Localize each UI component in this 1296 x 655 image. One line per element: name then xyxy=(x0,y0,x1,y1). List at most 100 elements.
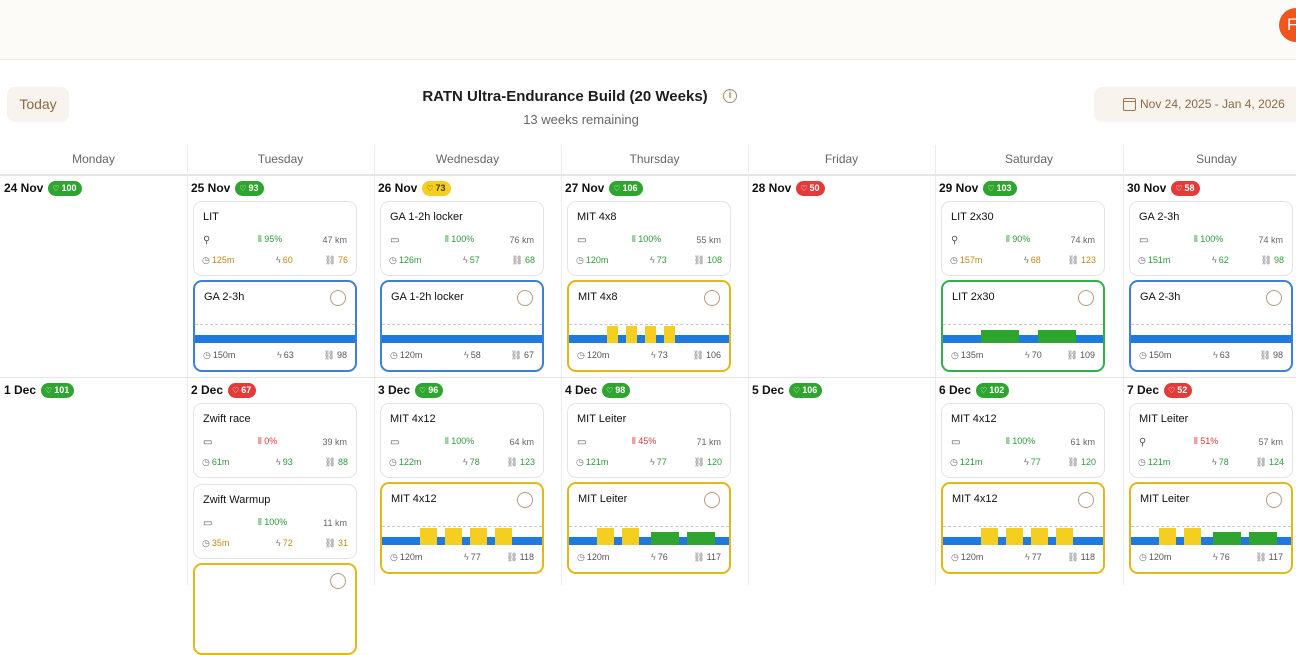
target-line xyxy=(382,526,542,527)
activity-card[interactable]: GA 2-3h ▭ ⫴ 100% 74 km ◷ 151m ϟ 62 ⛓ 98 xyxy=(1129,201,1293,276)
day-date-row: 7 Dec ♡ 52 xyxy=(1127,383,1193,398)
complete-checkbox[interactable] xyxy=(704,290,720,306)
interval-green xyxy=(1213,532,1241,545)
activity-card[interactable]: Zwift Warmup ▭ ⫴ 100% 11 km ◷ 35m ϟ 72 ⛓ 31 xyxy=(193,484,357,559)
activity-card[interactable]: GA 1-2h locker ▭ ⫴ 100% 76 km ◷ 126m ϟ 57 ⛓ 68 xyxy=(380,201,544,276)
compliance-value: 90% xyxy=(1012,234,1031,244)
clock-icon: ◷ xyxy=(390,552,398,562)
planned-workout-card[interactable]: MIT 4x12 ◷ 120m ϟ 77 ⛓ 118 xyxy=(380,482,544,574)
complete-checkbox[interactable] xyxy=(1078,290,1094,306)
today-button[interactable]: Today xyxy=(7,87,69,122)
day-date-row: 1 Dec ♡ 101 xyxy=(4,383,75,398)
tss-stat: ⛓ 68 xyxy=(512,255,535,266)
tss-stat: ⛓ 88 xyxy=(325,457,348,468)
compliance-stat: ⫴ 45% xyxy=(632,436,656,447)
day-cell[interactable]: 26 Nov ♡ 73 GA 1-2h locker ▭ ⫴ 100% 76 km ◷ 126m… xyxy=(374,175,561,377)
day-cell[interactable]: 6 Dec ♡ 102 MIT 4x12 ▭ ⫴ 100% 61 km ◷ 121m ϟ 77 ⛓ 12… xyxy=(935,377,1123,579)
bike-icon: ⚲ xyxy=(203,235,211,246)
form-value: 101 xyxy=(54,385,70,395)
distance-value: 74 km xyxy=(1070,235,1095,245)
date-range-picker[interactable]: Nov 24, 2025 - Jan 4, 2026 xyxy=(1094,87,1296,122)
load-value: 93 xyxy=(282,457,293,467)
avatar[interactable]: F xyxy=(1279,8,1296,42)
planned-workout-card[interactable]: MIT 4x12 ◷ 120m ϟ 77 ⛓ 118 xyxy=(941,482,1105,574)
planned-title: MIT 4x12 xyxy=(391,493,437,505)
day-cell[interactable]: 27 Nov ♡ 106 MIT 4x8 ▭ ⫴ 100% 55 km ◷ 120m ϟ 73 ⛓ 10… xyxy=(561,175,748,377)
bolt-icon: ϟ xyxy=(463,457,468,467)
day-cell[interactable]: 3 Dec ♡ 96 MIT 4x12 ▭ ⫴ 100% 64 km ◷ 122m ϟ 78 ⛓ 123… xyxy=(374,377,561,579)
day-cell[interactable]: 28 Nov ♡ 50 xyxy=(748,175,935,377)
activity-card[interactable]: MIT Leiter ⚲ ⫴ 51% 57 km ◷ 121m ϟ 78 ⛓ 124 xyxy=(1129,403,1293,478)
activity-title: Zwift race xyxy=(203,413,251,425)
form-value: 93 xyxy=(248,183,259,193)
activity-card[interactable]: MIT 4x8 ▭ ⫴ 100% 55 km ◷ 120m ϟ 73 ⛓ 108 xyxy=(567,201,731,276)
form-value: 73 xyxy=(435,183,446,193)
clock-icon: ◷ xyxy=(389,255,397,265)
clock-icon: ◷ xyxy=(202,457,210,467)
link-icon: ⛓ xyxy=(506,552,518,562)
day-cell[interactable]: 1 Dec ♡ 101 xyxy=(0,377,187,579)
planned-workout-card[interactable]: GA 2-3h ◷ 150m ϟ 63 ⛓ 98 xyxy=(1129,280,1293,372)
activity-card[interactable]: LIT ⚲ ⫴ 95% 47 km ◷ 125m ϟ 60 ⛓ 76 xyxy=(193,201,357,276)
form-badge: ♡ 58 xyxy=(1171,181,1200,196)
activity-card[interactable]: MIT Leiter ▭ ⫴ 45% 71 km ◷ 121m ϟ 77 ⛓ 120 xyxy=(567,403,731,478)
day-date: 2 Dec xyxy=(191,383,224,397)
column-divider xyxy=(1123,145,1124,585)
tss-stat: ⛓ 31 xyxy=(325,538,348,549)
complete-checkbox[interactable] xyxy=(517,290,533,306)
complete-checkbox[interactable] xyxy=(1266,492,1282,508)
day-cell[interactable]: 7 Dec ♡ 52 MIT Leiter ⚲ ⫴ 51% 57 km ◷ 121m ϟ 78 ⛓ 12… xyxy=(1123,377,1296,579)
day-cell[interactable]: 2 Dec ♡ 67 Zwift race ▭ ⫴ 0% 39 km ◷ 61m ϟ 93 ⛓ 88 Zw… xyxy=(187,377,374,655)
planned-workout-card[interactable]: LIT 2x30 ◷ 135m ϟ 70 ⛓ 109 xyxy=(941,280,1105,372)
interval-yellow xyxy=(1056,528,1073,545)
distance-value: 55 km xyxy=(696,235,721,245)
activity-card[interactable]: MIT 4x12 ▭ ⫴ 100% 64 km ◷ 122m ϟ 78 ⛓ 123 xyxy=(380,403,544,478)
day-cell[interactable]: 29 Nov ♡ 103 LIT 2x30 ⚲ ⫴ 90% 74 km ◷ 157m ϟ 68 ⛓ 12… xyxy=(935,175,1123,377)
day-date: 28 Nov xyxy=(752,181,792,195)
day-date-row: 29 Nov ♡ 103 xyxy=(939,181,1017,196)
planned-title: LIT 2x30 xyxy=(952,291,995,303)
duration-stat: ◷ 121m xyxy=(950,457,982,468)
planned-workout-card[interactable]: MIT 4x8 ◷ 120m ϟ 73 ⛓ 106 xyxy=(567,280,731,372)
planned-workout-card[interactable]: MIT Leiter ◷ 120m ϟ 76 ⛓ 117 xyxy=(567,482,731,574)
load-value: 76 xyxy=(657,552,668,562)
workout-profile xyxy=(943,528,1103,545)
day-date: 25 Nov xyxy=(191,181,231,195)
complete-checkbox[interactable] xyxy=(330,290,346,306)
duration-value: 120m xyxy=(586,552,610,562)
complete-checkbox[interactable] xyxy=(517,492,533,508)
complete-checkbox[interactable] xyxy=(1266,290,1282,306)
form-badge: ♡ 106 xyxy=(789,383,823,398)
complete-checkbox[interactable] xyxy=(704,492,720,508)
activity-card[interactable]: LIT 2x30 ⚲ ⫴ 90% 74 km ◷ 157m ϟ 68 ⛓ 123 xyxy=(941,201,1105,276)
link-icon: ⛓ xyxy=(692,350,704,360)
tss-stat: ⛓ 109 xyxy=(1067,350,1095,361)
day-cell[interactable]: 24 Nov ♡ 100 xyxy=(0,175,187,377)
day-cell[interactable]: 25 Nov ♡ 93 LIT ⚲ ⫴ 95% 47 km ◷ 125m ϟ 60 ⛓ 76 GA 2-3… xyxy=(187,175,374,377)
planned-workout-card[interactable]: MIT Leiter ◷ 120m ϟ 76 ⛓ 117 xyxy=(1129,482,1293,574)
form-badge: ♡ 98 xyxy=(602,383,631,398)
day-cell[interactable]: 5 Dec ♡ 106 xyxy=(748,377,935,579)
activity-card[interactable]: Zwift race ▭ ⫴ 0% 39 km ◷ 61m ϟ 93 ⛓ 88 xyxy=(193,403,357,478)
complete-checkbox[interactable] xyxy=(1078,492,1094,508)
activity-card[interactable]: MIT 4x12 ▭ ⫴ 100% 61 km ◷ 121m ϟ 77 ⛓ 120 xyxy=(941,403,1105,478)
day-date-row: 4 Dec ♡ 98 xyxy=(565,383,631,398)
tss-stat: ⛓ 67 xyxy=(511,350,534,361)
compliance-stat: ⫴ 100% xyxy=(445,234,474,245)
form-value: 58 xyxy=(1184,183,1195,193)
load-stat: ϟ 73 xyxy=(651,350,668,360)
interval-yellow xyxy=(1159,528,1176,545)
heart-icon: ♡ xyxy=(1175,184,1183,193)
info-icon[interactable]: i xyxy=(723,89,737,103)
load-value: 63 xyxy=(1219,350,1230,360)
complete-checkbox[interactable] xyxy=(330,573,346,589)
chart-icon: ⫴ xyxy=(445,234,452,244)
day-cell[interactable]: 4 Dec ♡ 98 MIT Leiter ▭ ⫴ 45% 71 km ◷ 121m ϟ 77 ⛓ 12… xyxy=(561,377,748,579)
day-cell[interactable]: 30 Nov ♡ 58 GA 2-3h ▭ ⫴ 100% 74 km ◷ 151m ϟ 62 ⛓ 98 G… xyxy=(1123,175,1296,377)
planned-workout-card[interactable]: GA 2-3h ◷ 150m ϟ 63 ⛓ 98 xyxy=(193,280,357,372)
profile-base-segment xyxy=(943,537,1103,545)
planned-workout-card[interactable] xyxy=(193,563,357,655)
tss-stat: ⛓ 118 xyxy=(506,552,534,563)
column-divider xyxy=(374,145,375,585)
planned-workout-card[interactable]: GA 1-2h locker ◷ 120m ϟ 58 ⛓ 67 xyxy=(380,280,544,372)
